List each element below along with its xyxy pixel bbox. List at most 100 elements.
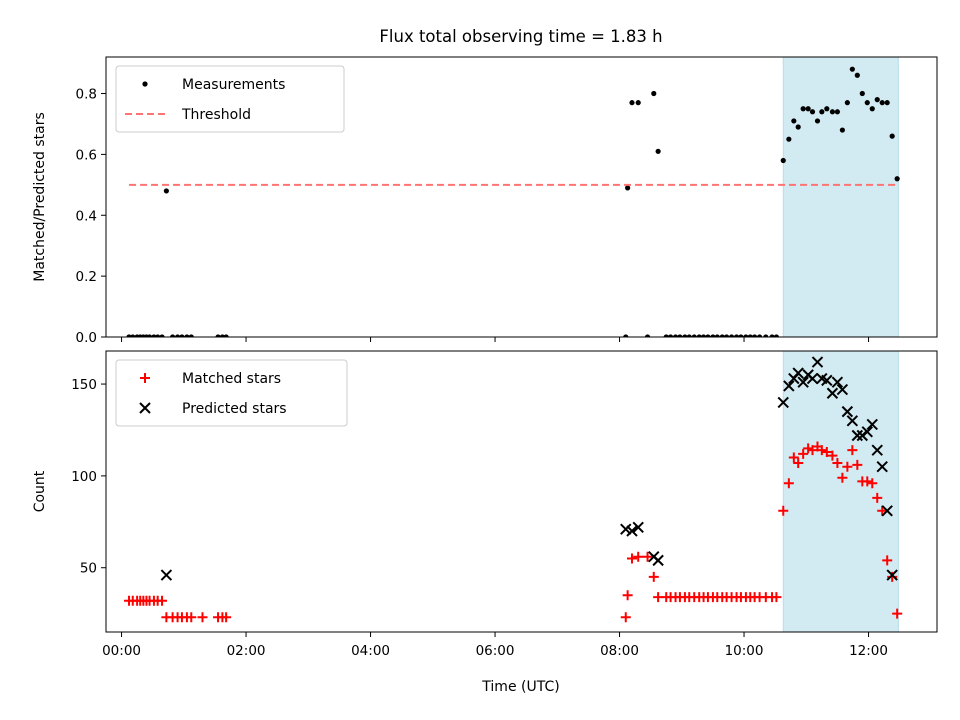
matched-stars-point <box>771 592 782 603</box>
predicted-stars-point <box>861 426 873 438</box>
measurements-point <box>829 109 836 115</box>
measurements-point <box>215 334 221 337</box>
legend-box <box>115 65 345 133</box>
matched-stars-point <box>620 612 631 623</box>
matched-stars-point <box>832 458 843 469</box>
legend-predicted-stars-label: Predicted stars <box>182 401 287 417</box>
count-panel: 00:00 02:00 04:00 06:00 08:00 10:00 12:00 50 100… <box>32 350 938 659</box>
legend: Matched stars Predicted stars <box>115 359 348 427</box>
measurements-point <box>677 334 683 337</box>
measurements-point <box>805 106 811 112</box>
x-tick-label: 08:00 <box>600 643 639 659</box>
predicted-stars-point <box>626 525 638 537</box>
matched-stars-point <box>887 571 898 582</box>
measurements-point <box>655 148 661 154</box>
observing-window-span <box>782 350 899 633</box>
matched-stars-point <box>877 505 888 516</box>
x-tick-label: 06:00 <box>476 643 515 659</box>
measurements-point <box>623 334 629 337</box>
axes-frame <box>105 350 938 633</box>
predicted-stars-point <box>806 372 819 385</box>
y-tick-label: 0.2 <box>76 269 97 285</box>
measurements-point <box>879 100 885 106</box>
matched-stars-point <box>778 505 789 516</box>
predicted-stars-point <box>886 569 898 581</box>
measurements-point <box>854 72 860 78</box>
measurements-point <box>869 106 875 112</box>
measurements-point <box>130 334 136 337</box>
measurements-point <box>686 334 692 337</box>
measurements-point <box>188 334 194 337</box>
measurements-point <box>894 176 900 182</box>
legend-measurements-swatch <box>142 81 148 87</box>
measurements-point <box>629 100 635 106</box>
y-axis-label: Matched/Predicted stars <box>32 112 48 282</box>
measurements-point <box>738 334 744 337</box>
measurements-point <box>625 185 631 191</box>
predicted-stars-point <box>836 383 849 396</box>
measurements-point <box>223 334 229 337</box>
measurements-point <box>791 118 797 124</box>
y-tick-label: 0.6 <box>76 147 97 163</box>
matched-stars-point <box>633 551 644 562</box>
legend-matched-stars-label: Matched stars <box>182 371 281 387</box>
measurements-point <box>644 334 651 337</box>
matched-stars-point <box>221 612 232 623</box>
measurements-point <box>849 66 855 72</box>
measurements-point <box>844 100 850 106</box>
predicted-stars-point <box>811 356 824 368</box>
measurements-point <box>889 133 895 139</box>
predicted-stars-point <box>632 521 644 534</box>
measurements-point <box>724 334 730 337</box>
measurements-point <box>874 97 880 103</box>
measurements-point <box>824 106 830 112</box>
measurements-point <box>728 334 735 337</box>
predicted-stars-point <box>881 505 893 517</box>
matched-stars-point <box>837 472 848 483</box>
measurements-point <box>159 334 165 337</box>
matched-stars-point <box>783 478 794 489</box>
matched-stars-point <box>157 595 168 606</box>
x-tick-label: 10:00 <box>725 643 764 659</box>
legend: Measurements Threshold <box>115 65 345 133</box>
predicted-stars-point <box>777 396 789 409</box>
matched-stars-point <box>827 450 838 461</box>
x-tick-label: 12:00 <box>849 643 888 659</box>
predicted-stars-point <box>652 554 664 567</box>
matched-stars-point <box>821 447 832 458</box>
matched-stars-point <box>197 612 208 623</box>
matched-stars-point <box>852 459 863 470</box>
measurements-point <box>859 90 865 97</box>
plot-area <box>124 356 903 623</box>
matched-stars-point <box>882 555 893 566</box>
measurements-point <box>884 100 890 106</box>
ratio-panel: 0.0 0.2 0.4 0.6 0.8 Matched/Predicted stars Me… <box>32 56 938 346</box>
measurements-point <box>780 157 786 164</box>
axes-frame <box>105 56 938 338</box>
measurements-point <box>714 334 720 337</box>
x-axis-label: Time (UTC) <box>481 679 559 695</box>
measurements-point <box>651 90 657 97</box>
matched-stars-point <box>803 443 814 454</box>
predicted-stars-point <box>846 415 859 427</box>
x-tick-label: 00:00 <box>102 643 141 659</box>
legend-matched-stars-swatch <box>140 373 150 383</box>
plot-area <box>126 66 900 337</box>
matched-stars-point <box>793 458 804 469</box>
measurements-point <box>170 334 176 337</box>
matched-stars-point <box>648 571 659 582</box>
predicted-stars-point <box>792 367 804 379</box>
predicted-stars-point <box>866 418 878 431</box>
legend-threshold-label: Threshold <box>181 107 251 123</box>
measurements-point <box>184 334 190 337</box>
measurements-point <box>743 334 749 337</box>
measurements-point <box>672 334 679 337</box>
matched-stars-point <box>816 445 827 456</box>
predicted-stars-point <box>851 429 864 442</box>
measurements-point <box>834 109 841 115</box>
matched-stars-point <box>642 551 653 562</box>
matched-stars-point <box>798 448 809 459</box>
measurements-point <box>839 127 845 133</box>
predicted-stars-point <box>826 387 839 399</box>
